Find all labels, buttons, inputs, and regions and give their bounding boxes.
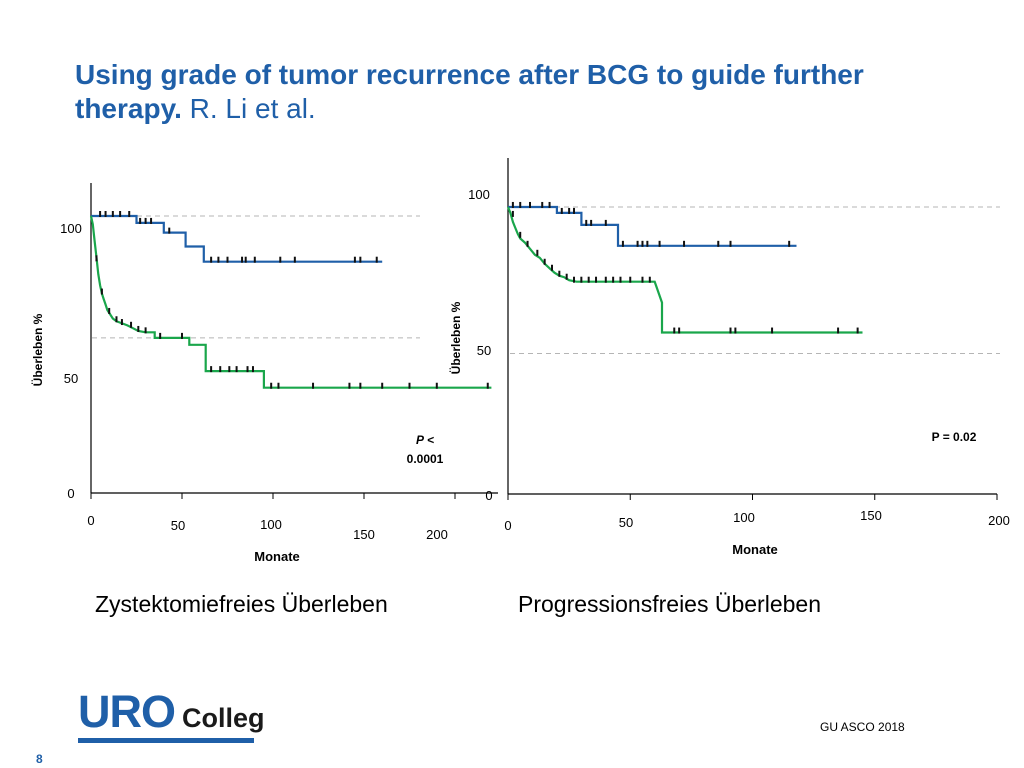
page-number: 8	[36, 752, 43, 766]
source-citation: GU ASCO 2018	[820, 720, 905, 734]
slide-title-authors: R. Li et al.	[181, 93, 316, 124]
series-line-blue	[91, 214, 383, 263]
x-tick-label: 0	[87, 513, 94, 528]
x-tick-label: 50	[171, 518, 185, 533]
y-tick-label: 100	[60, 221, 82, 236]
logo-uro: URO	[78, 686, 176, 737]
slide-title-bold: Using grade of tumor recurrence after BC…	[75, 59, 864, 124]
logo-underline	[78, 738, 254, 743]
p-value-line2: 0.0001	[407, 452, 444, 466]
series-line-green	[89, 215, 492, 389]
x-tick-label: 150	[353, 527, 375, 542]
x-tick-label: 200	[426, 527, 448, 542]
logo-colleg: Colleg	[182, 703, 265, 733]
p-value-line1: P <	[416, 433, 434, 447]
caption-progression-free: Progressionsfreies Überleben	[518, 591, 821, 617]
y-tick-label: 0	[67, 486, 74, 501]
x-axis-label: Monate	[254, 549, 300, 564]
slide-title: Using grade of tumor recurrence after BC…	[75, 58, 955, 126]
urocolleg-logo: URO Colleg	[78, 686, 265, 746]
caption-cystectomy-free: Zystektomiefreies Überleben	[95, 591, 388, 617]
y-tick-label: 50	[64, 371, 78, 386]
x-tick-label: 100	[260, 517, 282, 532]
y-axis-label: Überleben %	[30, 313, 45, 386]
